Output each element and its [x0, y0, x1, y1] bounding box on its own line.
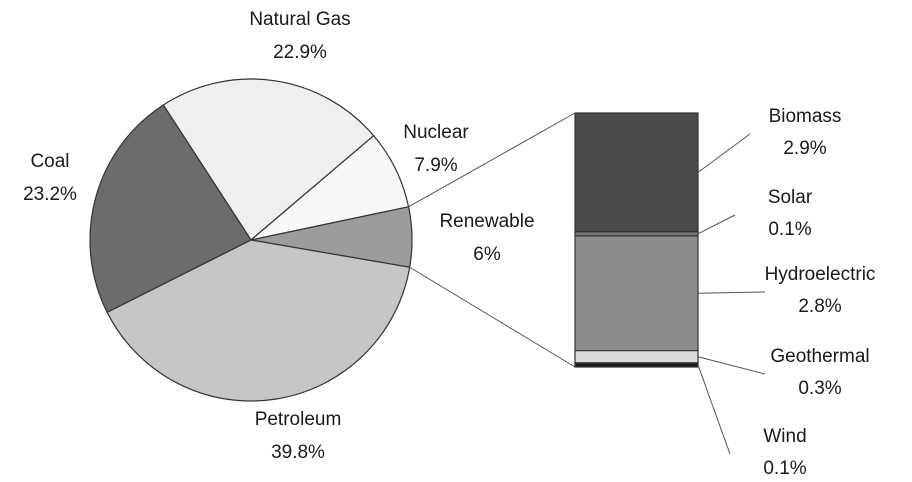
slice-label: Coal — [30, 151, 69, 172]
pie-slice — [89, 104, 252, 314]
segment-label: Wind — [763, 426, 806, 447]
leader-line — [697, 364, 731, 455]
bar-segment — [574, 112, 699, 233]
bar-segment — [574, 231, 699, 237]
segment-label: Hydroelectric — [765, 264, 876, 285]
segment-value-label: 2.8% — [798, 296, 841, 317]
slice-label: Natural Gas — [249, 9, 350, 30]
pie-slice — [106, 239, 411, 402]
segment-value-label: 0.1% — [768, 219, 811, 240]
connector-line — [409, 266, 576, 368]
leader-line — [697, 214, 736, 235]
slice-label: Renewable — [439, 211, 534, 232]
leader-line — [697, 356, 766, 375]
segment-label: Biomass — [769, 106, 842, 127]
bar-segment — [574, 350, 699, 364]
slice-value-label: 23.2% — [23, 184, 77, 205]
slice-value-label: 6% — [473, 244, 501, 265]
pie-slice — [162, 78, 375, 241]
segment-value-label: 0.3% — [798, 378, 841, 399]
bar-segment — [574, 235, 699, 352]
connector-line — [408, 112, 576, 208]
leader-line — [697, 291, 766, 294]
slice-value-label: 22.9% — [273, 42, 327, 63]
segment-label: Solar — [768, 187, 813, 208]
slice-label: Petroleum — [255, 409, 342, 430]
leader-line — [697, 133, 751, 173]
bar-segment — [574, 362, 699, 368]
slice-value-label: 39.8% — [271, 442, 325, 463]
segment-value-label: 0.1% — [763, 458, 806, 479]
segment-value-label: 2.9% — [783, 138, 826, 159]
segment-label: Geothermal — [770, 346, 869, 367]
slice-value-label: 7.9% — [414, 155, 457, 176]
slice-label: Nuclear — [403, 122, 469, 143]
